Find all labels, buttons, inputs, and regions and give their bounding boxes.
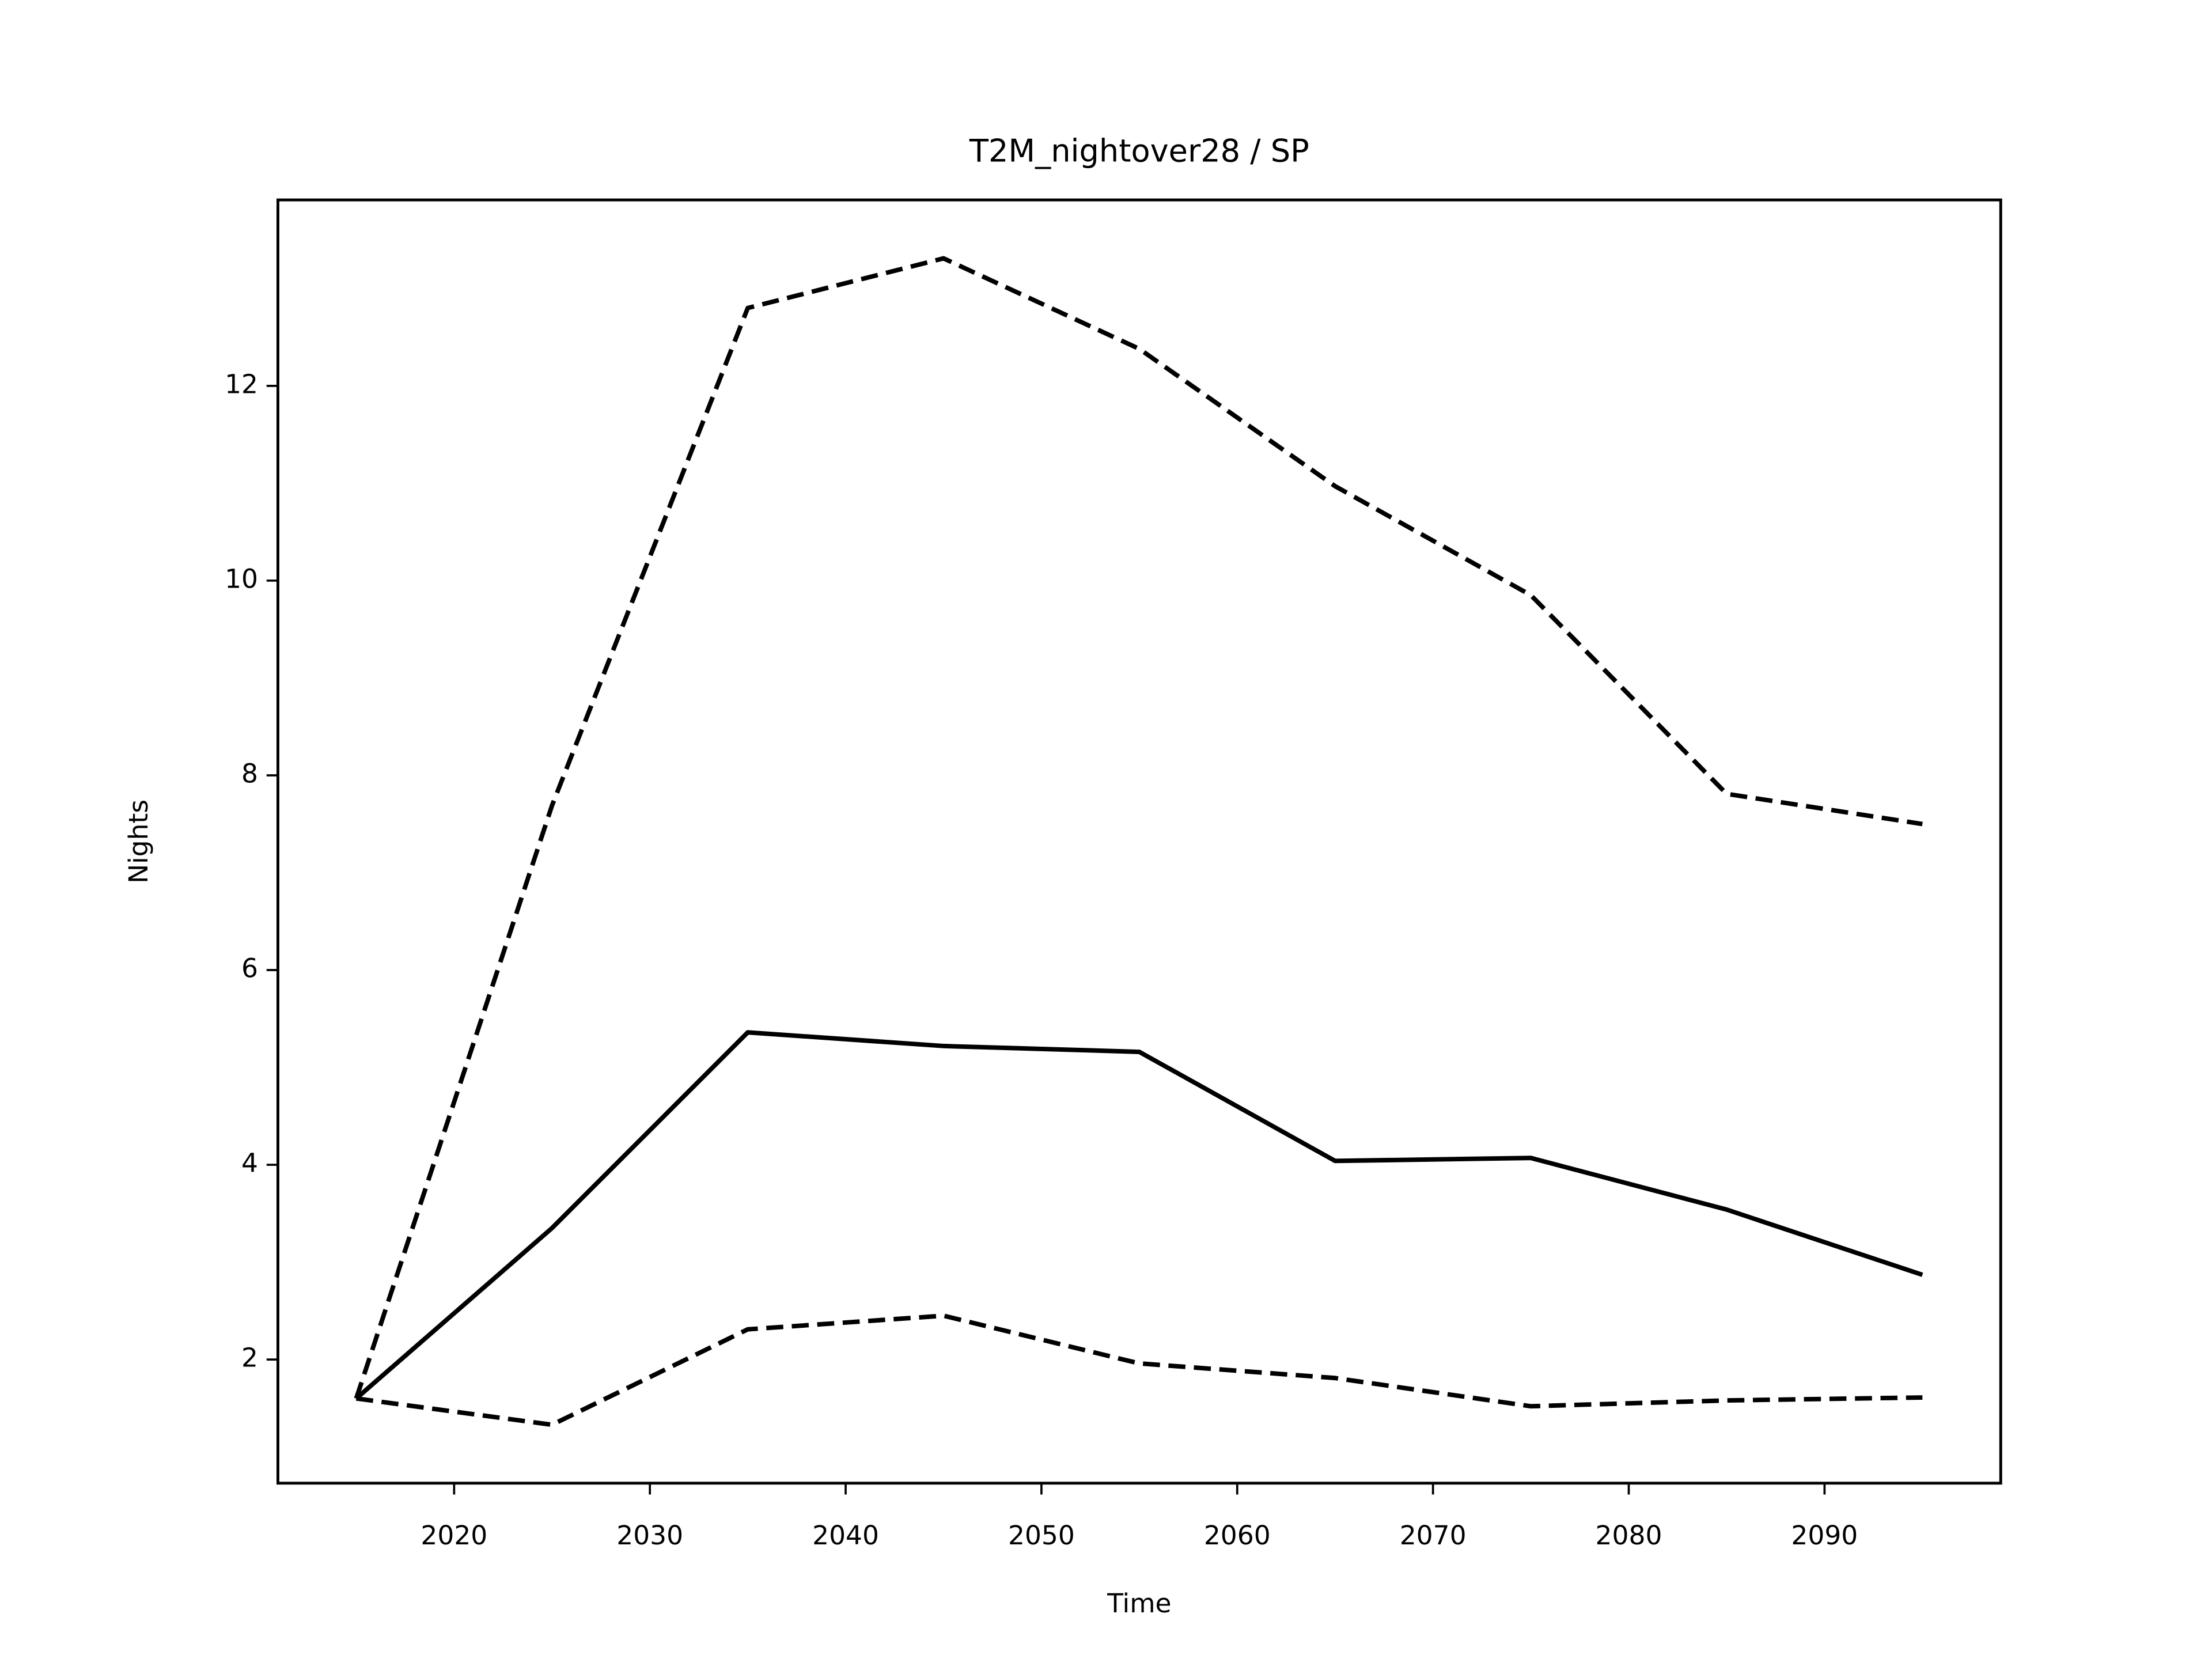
y-tick-label: 10 — [225, 563, 258, 594]
x-axis-label: Time — [1107, 1588, 1171, 1619]
x-tick-label: 2050 — [1008, 1520, 1075, 1551]
x-tick-label: 2070 — [1400, 1520, 1467, 1551]
y-tick-label: 8 — [241, 758, 258, 789]
x-tick-label: 2030 — [616, 1520, 683, 1551]
x-tick-label: 2080 — [1596, 1520, 1662, 1551]
line-series — [354, 1030, 1923, 1400]
chart-title: T2M_nightover28 / SP — [969, 132, 1309, 169]
y-tick-label: 12 — [225, 369, 258, 399]
x-tick-label: 2060 — [1204, 1520, 1271, 1551]
plot-frame — [276, 198, 2002, 1485]
x-tick-label: 2090 — [1791, 1520, 1858, 1551]
x-tick-label: 2020 — [421, 1520, 487, 1551]
y-axis-label: Nights — [123, 800, 154, 884]
x-tick-label: 2040 — [812, 1520, 879, 1551]
y-tick-label: 6 — [241, 953, 258, 984]
y-tick-label: 4 — [241, 1148, 258, 1179]
y-tick-label: 2 — [241, 1343, 258, 1373]
line-series — [354, 256, 1923, 1399]
line-series — [355, 1313, 1923, 1427]
